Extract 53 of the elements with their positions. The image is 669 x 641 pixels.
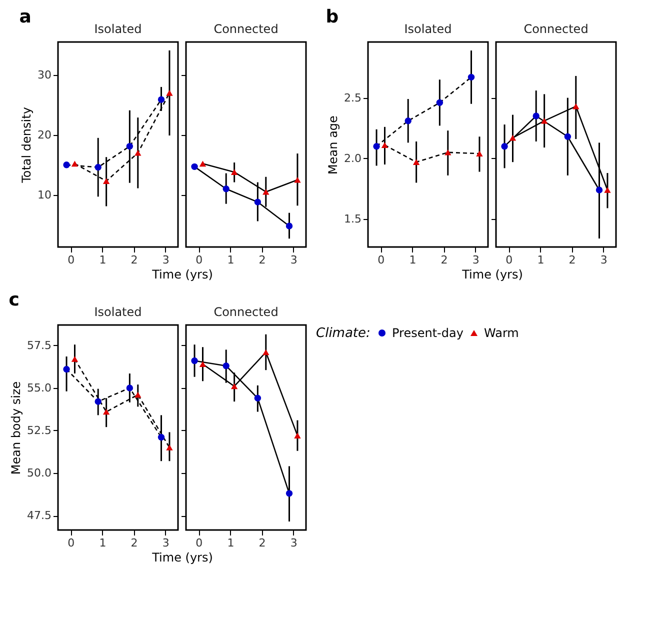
y-tick-label: 1.5 [344, 212, 362, 226]
chart-title: Isolated [94, 22, 142, 36]
x-tick-label: 2 [130, 536, 138, 550]
y-axis-title: Total density [20, 107, 34, 184]
y-axis-title: Mean body size [9, 381, 24, 475]
legend-label: Present-day [392, 326, 464, 340]
x-tick-label: 3 [162, 254, 170, 266]
y-tick-label: 2.5 [344, 91, 362, 104]
x-tick-label: 1 [99, 254, 106, 266]
y-tick-label: 57.5 [27, 338, 52, 352]
y-tick-label: 20 [38, 128, 52, 142]
x-tick-label: 1 [537, 254, 544, 266]
x-tick-label: 3 [162, 536, 170, 550]
x-tick-label: 3 [290, 254, 298, 266]
x-tick-label: 0 [68, 536, 75, 550]
x-tick-label: 3 [600, 254, 608, 266]
x-axis-title: Time (yrs) [151, 550, 213, 564]
y-tick-label: 2.0 [344, 152, 362, 165]
chart-title: Isolated [404, 22, 452, 36]
x-tick-label: 0 [506, 254, 513, 266]
y-tick-label: 30 [38, 68, 52, 82]
chart-title: Connected [524, 22, 588, 36]
y-tick-label: 52.5 [27, 424, 52, 437]
x-tick-label: 2 [130, 254, 138, 266]
x-axis-title: Time (yrs) [461, 268, 523, 282]
x-tick-label: 2 [440, 254, 448, 266]
chart-title: Isolated [94, 305, 142, 319]
text: c [8, 289, 20, 310]
text: a [19, 6, 32, 28]
x-tick-label: 1 [99, 536, 106, 550]
y-tick-label: 47.5 [27, 509, 52, 522]
text: b [326, 6, 339, 28]
legend-label: Warm [484, 326, 519, 340]
x-tick-label: 3 [472, 254, 480, 266]
y-tick-label: 55.0 [27, 381, 52, 394]
x-tick-label: 1 [227, 254, 234, 266]
x-tick-label: 0 [196, 254, 203, 266]
y-tick-label: 50.0 [27, 466, 52, 480]
x-tick-label: 1 [409, 254, 416, 266]
x-tick-label: 2 [568, 254, 576, 266]
x-tick-label: 3 [290, 536, 298, 550]
x-tick-label: 0 [378, 254, 385, 266]
x-tick-label: 2 [258, 254, 266, 266]
x-tick-label: 0 [196, 536, 203, 550]
chart-title: Connected [214, 305, 278, 319]
legend-title: Climate: [316, 326, 370, 341]
y-axis-title: Mean age [326, 116, 340, 174]
y-tick-label: 10 [38, 188, 52, 202]
x-tick-label: 1 [227, 536, 234, 550]
x-axis-title: Time (yrs) [151, 268, 213, 282]
x-tick-label: 0 [68, 254, 75, 266]
x-tick-label: 2 [258, 536, 266, 550]
chart-title: Connected [214, 22, 278, 36]
